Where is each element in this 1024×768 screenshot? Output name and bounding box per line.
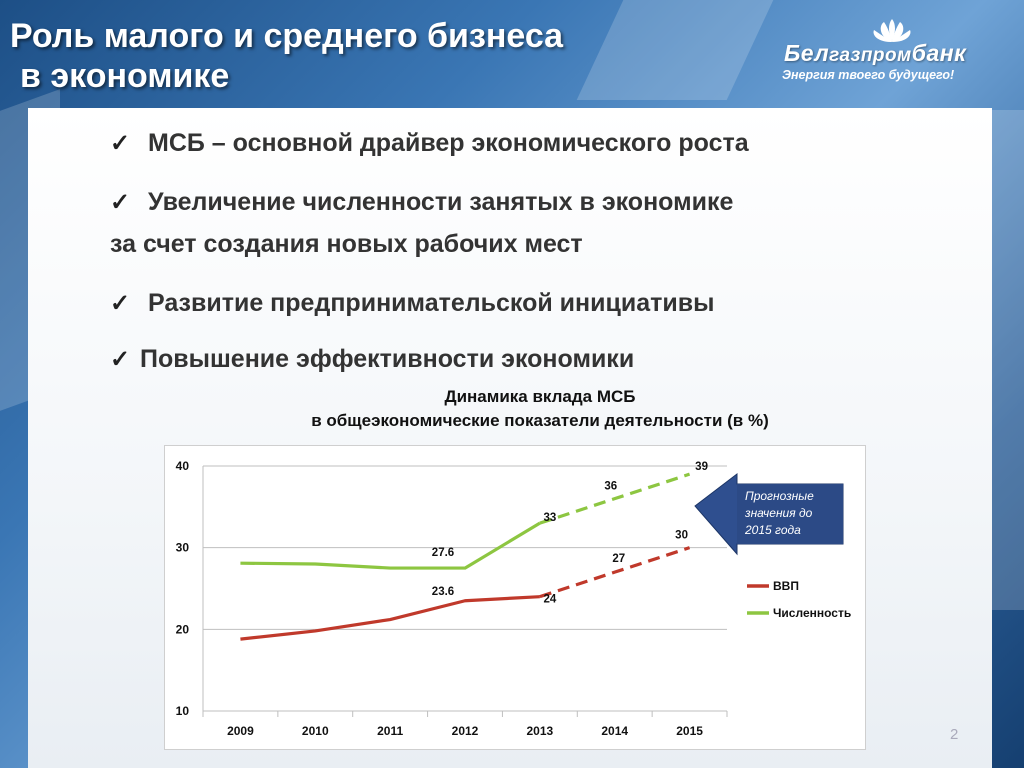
x-tick-label: 2013: [527, 724, 554, 738]
data-label: 39: [695, 461, 708, 473]
series-forecast-line-1: [539, 472, 691, 525]
logo-name-part3: банк: [911, 40, 967, 66]
chart-title: Динамика вклада МСБ в общеэкономические …: [270, 385, 810, 433]
line-chart: 10 20 30 40 2009 2010 2011 2012 2013 2014 2015 23.6…: [176, 459, 852, 738]
y-tick-label: 10: [176, 704, 190, 718]
x-tick-label: 2009: [227, 724, 254, 738]
x-tick-label: 2011: [377, 724, 403, 738]
y-tick-label: 40: [176, 459, 190, 473]
data-label: 36: [604, 481, 617, 493]
series-line-1: [240, 521, 541, 570]
page-number: 2: [950, 726, 959, 743]
forecast-annotation-text: значения до: [744, 506, 813, 520]
check-icon: ✓: [110, 346, 131, 373]
chart-title-line1: Динамика вклада МСБ: [444, 387, 636, 406]
logo-name-part2: газпром: [829, 45, 912, 66]
x-tick-label: 2010: [302, 724, 329, 738]
data-label: 30: [675, 530, 688, 542]
forecast-annotation-text: 2015 года: [744, 523, 801, 537]
bullet-text: Повышение эффективности экономики: [140, 345, 635, 373]
bullet-item: ✓ Повышение эффективности экономики: [110, 344, 634, 375]
logo-name: Белгазпромбанк: [784, 40, 966, 67]
y-tick-label: 20: [176, 622, 190, 636]
series-forecast-line-0: [539, 546, 691, 599]
x-tick-label: 2015: [676, 724, 703, 738]
forecast-box: [737, 484, 843, 544]
bullet-item: ✓ МСБ – основной драйвер экономического р…: [110, 128, 749, 159]
background-shard: [990, 110, 1024, 610]
logo-name-part1: Бел: [784, 40, 830, 66]
logo-flower-icon: [873, 19, 911, 42]
legend-label: ВВП: [773, 579, 799, 593]
check-icon: ✓: [110, 189, 131, 216]
chart-title-line2: в общеэкономические показатели деятельно…: [311, 411, 769, 430]
background-shard: [576, 0, 774, 100]
slide-title-line2: в экономике: [20, 57, 230, 95]
bullet-item: ✓ Развитие предпринимательской инициативы: [110, 288, 714, 319]
data-label: 23.6: [432, 586, 454, 598]
logo-slogan: Энергия твоего будущего!: [782, 68, 955, 82]
bullet-text: Развитие предпринимательской инициативы: [148, 289, 715, 317]
bullet-item: ✓ Увеличение численности занятых в эконом…: [110, 187, 733, 218]
bullet-item-continuation: за счет создания новых рабочих мест: [110, 229, 583, 259]
data-label: 27.6: [432, 547, 454, 559]
forecast-annotation-text: Прогнозные: [745, 489, 814, 503]
check-icon: ✓: [110, 290, 131, 317]
slide-title-line1: Роль малого и среднего бизнеса: [10, 17, 564, 55]
x-tick-label: 2014: [601, 724, 628, 738]
legend-label: Численность: [773, 606, 851, 620]
chart-container: 10 20 30 40 2009 2010 2011 2012 2013 2014 2015 23.6…: [164, 445, 866, 750]
bullet-text: МСБ – основной драйвер экономического ро…: [148, 129, 749, 157]
bullet-text: Увеличение численности занятых в экономи…: [148, 188, 734, 216]
check-icon: ✓: [110, 130, 131, 157]
data-label: 33: [543, 512, 556, 524]
slide-title: Роль малого и среднего бизнеса в экономи…: [10, 16, 563, 96]
data-label: 27: [612, 553, 625, 565]
series-line-0: [240, 595, 540, 641]
data-label: 24: [543, 594, 556, 606]
bullet-text: за счет создания новых рабочих мест: [110, 230, 583, 258]
y-tick-label: 30: [176, 541, 190, 555]
x-tick-label: 2012: [452, 724, 479, 738]
belgazprombank-logo: Белгазпромбанк Энергия твоего будущего!: [780, 18, 998, 88]
